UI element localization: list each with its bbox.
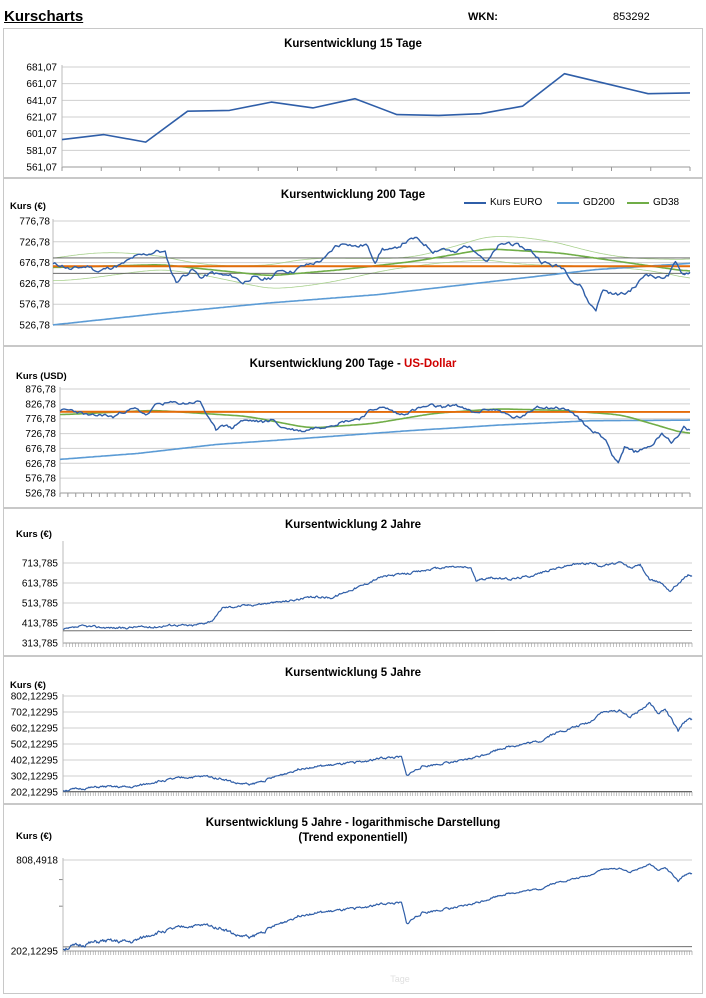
y-axis-unit: Kurs (€) [10,201,46,212]
y-tick-label: 681,07 [26,63,57,74]
y-tick-label: 601,07 [26,129,57,140]
chart-panel-5-jahre-log: Kursentwicklung 5 Jahre - logarithmische… [3,804,703,994]
chart-panel-5-jahre: Kursentwicklung 5 Jahre Kurs (€) [3,656,703,804]
y-tick-label: 876,78 [25,385,56,396]
series-line-gd200 [59,419,690,461]
chart-title: Kursentwicklung 200 Tage - US-Dollar [4,358,702,370]
chart-panel-15-tage: Kursentwicklung 15 Tage [3,28,703,178]
wkn-value: 853292 [613,11,650,23]
footer-axis-label: Tage [390,974,410,984]
series-line-kurs [52,236,691,312]
y-tick-label: 621,07 [26,113,57,124]
y-tick-label: 513,785 [22,599,59,610]
legend-swatch-gd38 [627,202,649,204]
y-tick-label: 726,78 [25,429,56,440]
series-line-kurs [59,400,691,464]
y-tick-label: 661,07 [26,79,57,90]
chart-panel-2-jahre: Kursentwicklung 2 Jahre Kurs (€) [3,508,703,656]
y-tick-label: 726,78 [19,237,50,248]
chart-title-main: Kursentwicklung 200 Tage - [249,358,405,370]
chart-title: Kursentwicklung 15 Tage [284,38,422,50]
y-axis-unit: Kurs (€) [16,831,52,842]
y-tick-label: 776,78 [25,414,56,425]
y-tick-label: 641,07 [26,96,57,107]
legend-label-kurs: Kurs EURO [490,197,543,208]
series-line-kurs [61,72,691,143]
chart-title: Kursentwicklung 5 Jahre - logarithmische… [205,817,501,829]
wkn-label: WKN: [468,11,498,23]
y-tick-label: 602,12295 [11,724,59,735]
chart-subtitle: (Trend exponentiell) [298,832,408,844]
series-line-kurs [63,701,693,792]
y-tick-label: 576,78 [25,474,56,485]
y-tick-label: 526,78 [25,489,56,500]
chart-title-currency: US-Dollar [404,358,457,370]
y-tick-label: 302,12295 [11,772,59,783]
legend-label-gd200: GD200 [583,197,615,208]
series-line-kurs [62,561,693,630]
chart-legend: Kurs EURO GD200 GD38 [462,193,698,211]
y-tick-label: 202,12295 [11,788,59,799]
y-tick-label: 313,785 [22,639,59,650]
y-tick-label: 561,07 [26,163,57,174]
y-tick-label: 581,07 [26,146,57,157]
y-tick-label: 702,12295 [11,708,59,719]
band-upper [52,236,691,267]
y-tick-label: 713,785 [22,559,59,570]
chart-title: Kursentwicklung 2 Jahre [284,519,422,531]
chart-panel-200-tage-usd: Kursentwicklung 200 Tage - US-Dollar Kur… [3,346,703,508]
y-tick-label: 626,78 [25,459,56,470]
chart-title: Kursentwicklung 200 Tage [280,189,426,201]
y-tick-label: 802,12295 [11,692,59,703]
legend-swatch-gd200 [557,202,579,204]
y-tick-label: 402,12295 [11,756,59,767]
series-line-kurs [62,863,693,951]
y-tick-label: 613,785 [22,579,59,590]
page-title: Kurscharts [4,8,84,25]
y-tick-label: 526,78 [19,321,50,332]
y-tick-label: 202,12295 [11,947,59,958]
y-tick-label: 676,78 [25,444,56,455]
y-tick-label: 826,78 [25,399,56,410]
y-tick-label: 626,78 [19,279,50,290]
y-axis-unit: Kurs (€) [10,680,46,691]
y-tick-label: 502,12295 [11,740,59,751]
legend-label-gd38: GD38 [653,197,680,208]
y-tick-label: 808,4918 [16,856,58,867]
y-axis-unit: Kurs (USD) [16,371,67,382]
y-tick-label: 776,78 [19,217,50,228]
chart-title: Kursentwicklung 5 Jahre [284,667,422,679]
y-tick-label: 676,78 [19,258,50,269]
y-tick-label: 413,785 [22,619,59,630]
y-axis-unit: Kurs (€) [16,529,52,540]
legend-swatch-kurs [464,202,486,204]
y-tick-label: 576,78 [19,300,50,311]
series-line-gd200 [52,262,691,326]
